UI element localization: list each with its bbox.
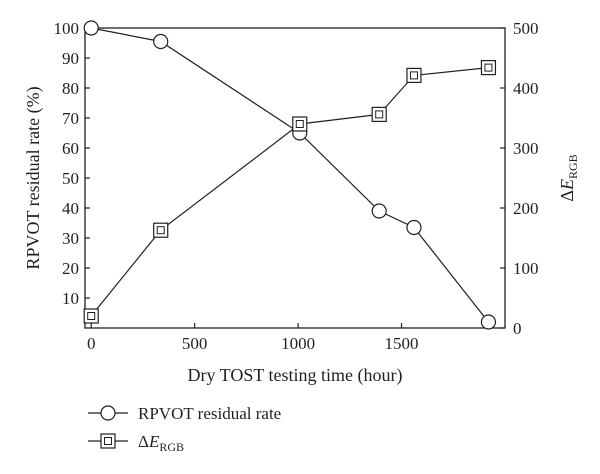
legend-square-marker-inner-icon	[104, 437, 112, 445]
y-right-tick-label: 100	[513, 259, 539, 278]
series-lines	[90, 27, 489, 323]
y-left-tick-label: 20	[62, 259, 79, 278]
delta-e-point	[371, 106, 387, 123]
y-left-tick-label: 50	[62, 169, 79, 188]
y-right-tick-label: 200	[513, 199, 539, 218]
legend-label-delta-e: ΔERGB	[138, 432, 184, 454]
y-left-tick-label: 70	[62, 109, 79, 128]
y-left-tick-label: 80	[62, 79, 79, 98]
x-tick-label: 1500	[385, 334, 419, 353]
rpvot-point	[406, 219, 422, 236]
y-right-tick-label: 300	[513, 139, 539, 158]
y-right-axis-title: ΔERGB	[557, 154, 580, 201]
delta-e-point	[83, 308, 99, 324]
delta-e-point	[292, 116, 308, 132]
x-tick-label: 1000	[281, 334, 315, 353]
series-line-1	[91, 27, 489, 323]
y-right-title-italic: E	[557, 179, 577, 191]
series-line-2	[90, 67, 489, 317]
delta-e-point-inner	[295, 120, 304, 128]
ticks: 0 500 1000 15001020304050607080901000100200…	[54, 19, 539, 353]
rpvot-point	[480, 314, 497, 330]
delta-e-point-inner	[87, 312, 96, 320]
y-left-axis-title: RPVOT residual rate (%)	[23, 86, 44, 269]
y-left-tick-label: 40	[62, 199, 79, 218]
legend: RPVOT residual rate ΔERGB	[88, 404, 281, 454]
delta-e-point-inner	[484, 63, 493, 72]
legend-entry-delta-e: ΔERGB	[88, 432, 184, 454]
legend-circle-marker-icon	[100, 405, 116, 421]
y-right-tick-label: 500	[513, 19, 539, 38]
delta-e-point	[406, 67, 422, 84]
rpvot-point	[83, 20, 99, 36]
legend-label-delta-italic: E	[148, 432, 160, 451]
delta-e-point-inner	[156, 226, 165, 235]
legend-label-delta-prefix: Δ	[138, 432, 149, 451]
y-left-tick-label: 60	[62, 139, 79, 158]
legend-label-rpvot: RPVOT residual rate	[138, 404, 281, 423]
rpvot-point	[153, 33, 169, 50]
y-right-tick-label: 0	[513, 319, 522, 338]
x-tick-label: 0	[87, 334, 96, 353]
y-left-tick-label: 10	[62, 289, 79, 308]
y-right-title-prefix: Δ	[557, 190, 577, 202]
y-left-tick-label: 90	[62, 49, 79, 68]
delta-e-point	[153, 222, 169, 238]
x-axis-title: Dry TOST testing time (hour)	[188, 365, 403, 386]
legend-label-delta-subscript: RGB	[159, 440, 184, 454]
legend-entry-rpvot: RPVOT residual rate	[88, 404, 281, 423]
series-markers	[83, 20, 497, 330]
delta-e-point	[480, 59, 497, 76]
y-right-tick-label: 400	[513, 79, 539, 98]
delta-e-point-inner	[375, 110, 384, 119]
x-tick-label: 500	[182, 334, 208, 353]
y-left-tick-label: 100	[54, 19, 80, 38]
y-left-tick-label: 30	[62, 229, 79, 248]
delta-e-point-inner	[409, 71, 418, 80]
rpvot-point	[371, 203, 387, 219]
y-right-title-subscript: RGB	[566, 154, 580, 179]
